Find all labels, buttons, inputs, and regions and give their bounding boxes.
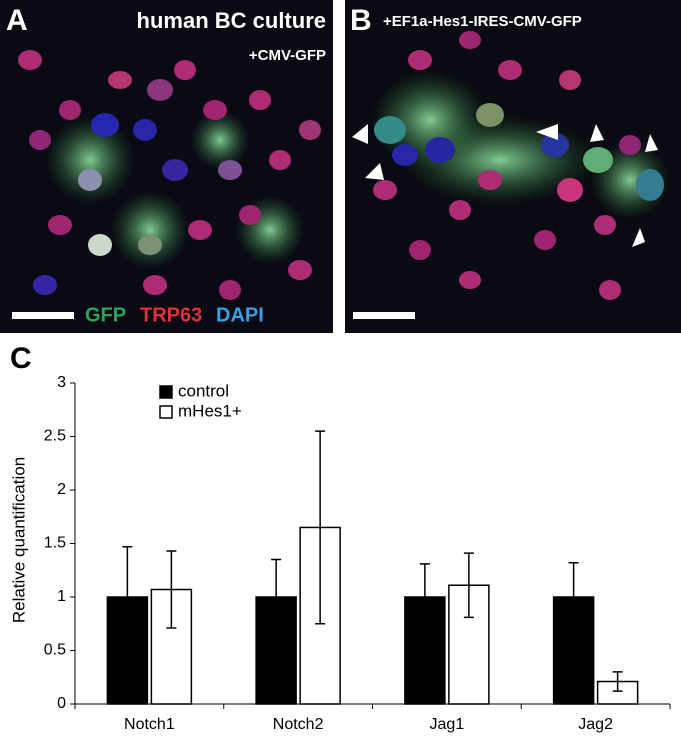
stain-label: DAPI [216,304,264,326]
error-bar [122,545,133,649]
panel-label: A [6,4,28,37]
stain-label: GFP [85,304,126,326]
bar-chart: C Relative quantification 0 0.5 1 1.5 2 2.5 3 N… [9,342,671,733]
x-tick-label: Notch1 [124,716,175,733]
error-bar [315,430,326,625]
cells [370,31,670,300]
y-tick-label: 0 [57,695,66,712]
legend-label: mHes1+ [178,401,242,420]
y-tick-label: 2 [57,481,66,498]
legend-swatch [159,405,173,419]
x-tick-label: Jag1 [430,716,465,733]
panel-title: +EF1a-Hes1-IRES-CMV-GFP [383,13,582,30]
cells [18,50,321,300]
scale-bar [12,312,74,319]
panel-b: B +EF1a-Hes1-IRES-CMV-GFP [345,0,681,333]
x-tick-label: Notch2 [273,716,324,733]
panel-a: A human BC culture +CMV-GFP GFP TRP63 DA… [0,0,333,333]
legend-label: control [178,381,229,400]
panel-label: B [350,4,372,37]
y-tick-label: 1 [57,588,66,605]
y-tick-label: 1.5 [44,535,66,552]
scale-bar [353,312,415,319]
y-tick-label: 3 [57,374,66,391]
error-bar [271,558,282,636]
error-bar [568,562,579,632]
y-tick-label: 2.5 [44,428,66,445]
error-bar [612,671,623,692]
y-tick-label: 0.5 [44,642,66,659]
panel-label: C [10,342,32,375]
error-bar [166,550,177,629]
panel-title: human BC culture [137,8,326,33]
panel-subtitle: +CMV-GFP [249,47,326,64]
error-bar [419,563,430,631]
x-tick-label: Jag2 [578,716,613,733]
y-axis-label: Relative quantification [9,457,28,623]
stain-label: TRP63 [140,304,202,326]
error-bar [463,552,474,619]
legend-swatch [159,385,173,399]
